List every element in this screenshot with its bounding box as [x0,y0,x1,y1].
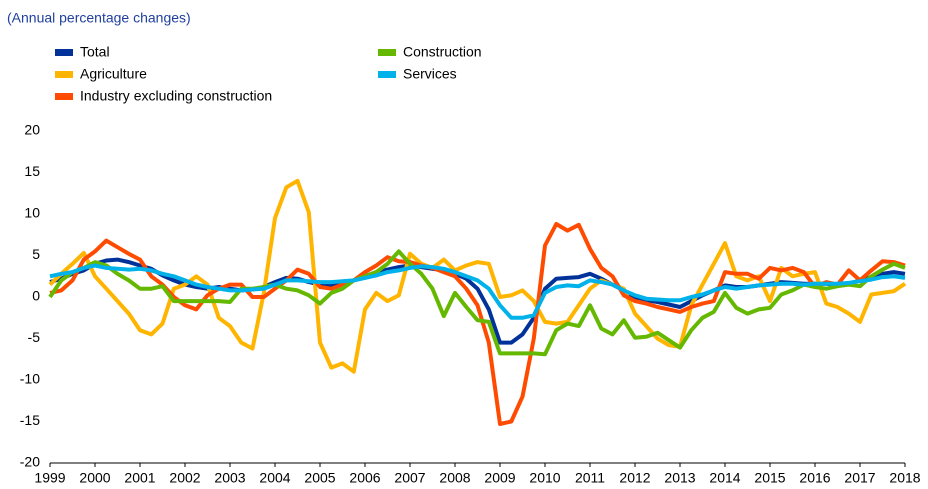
x-tick-label: 2005 [304,470,335,486]
y-tick-label: 0 [32,288,40,304]
x-tick-label: 2011 [575,470,605,486]
series-line [48,249,906,357]
x-tick-label: 2014 [709,470,740,486]
x-tick-label: 2002 [169,470,200,486]
legend-swatch [55,49,73,56]
y-tick-label: -20 [20,454,40,470]
x-tick-label: 2015 [754,470,785,486]
y-tick-label: -15 [20,412,40,428]
x-tick-label: 2016 [799,470,830,486]
series-line [49,222,906,426]
x-tick-label: 2008 [439,470,470,486]
legend-swatch [55,93,73,100]
x-tick-label: 2017 [844,470,875,486]
chart-subtitle: (Annual percentage changes) [7,10,191,26]
x-tick-label: 2018 [889,470,920,486]
y-tick-label: -10 [20,371,40,387]
x-tick-label: 2003 [214,470,245,486]
x-tick-label: 2007 [394,470,425,486]
y-tick-label: 10 [24,205,40,221]
x-tick-label: 1999 [34,470,65,486]
series-line [49,263,906,320]
legend-label: Industry excluding construction [80,88,272,104]
x-tick-label: 2006 [349,470,380,486]
x-tick-label: 2000 [79,470,110,486]
legend-label: Services [403,66,457,82]
y-tick-label: 5 [32,246,40,262]
legend-label: Total [80,44,110,60]
y-tick-label: 15 [24,163,40,179]
legend-label: Agriculture [80,66,147,82]
legend-swatch [378,49,396,56]
legend-label: Construction [403,44,482,60]
y-tick-label: 20 [24,122,40,138]
x-tick-label: 2001 [124,470,155,486]
legend-swatch [378,71,396,78]
x-tick-label: 2013 [664,470,695,486]
y-tick-label: -5 [28,329,41,345]
x-tick-label: 2004 [259,470,290,486]
x-tick-label: 2010 [529,470,560,486]
x-tick-label: 2009 [484,470,515,486]
x-tick-label: 2012 [619,470,650,486]
legend-swatch [55,71,73,78]
